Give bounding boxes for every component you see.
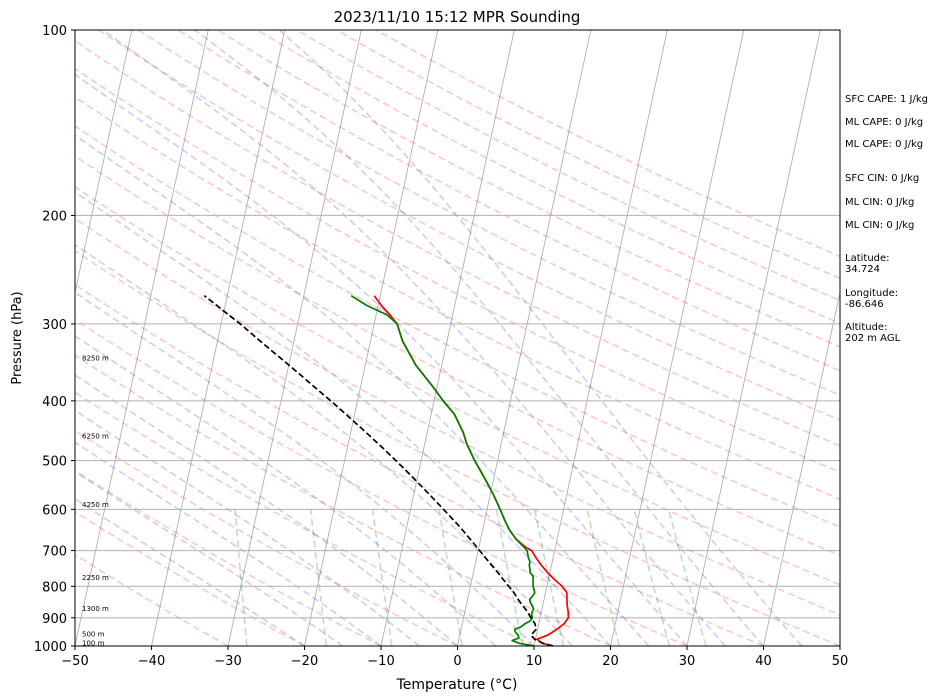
dry-adiabat: [75, 391, 535, 646]
moist-adiabat: [75, 191, 612, 646]
x-tick-label: 0: [453, 654, 461, 669]
dry-adiabat: [177, 30, 840, 372]
moist-adiabat: [75, 409, 420, 646]
moist-adiabat: [75, 134, 650, 646]
isotherm-line: [380, 30, 515, 646]
moist-adiabat: [75, 470, 344, 646]
height-label: 8250 m: [82, 354, 109, 362]
x-axis-label: Temperature (°C): [396, 677, 518, 693]
altitude-label: Altitude:: [845, 322, 888, 333]
x-tick-label: 10: [526, 654, 543, 669]
latitude-label: Latitude:: [845, 253, 890, 264]
x-tick-label: −20: [291, 654, 318, 669]
isotherm-line: [610, 30, 745, 646]
moist-adiabat: [278, 30, 803, 646]
height-label: 2250 m: [82, 574, 109, 582]
moist-adiabat: [194, 30, 765, 646]
y-tick-label: 900: [42, 612, 67, 627]
dry-adiabat: [75, 217, 840, 616]
y-tick-label: 600: [42, 503, 67, 518]
moist-adiabat: [75, 335, 497, 646]
y-axis-label: Pressure (hPa): [10, 291, 25, 384]
y-tick-label: 700: [42, 545, 67, 560]
isotherm-line: [457, 30, 592, 646]
x-tick-label: 20: [602, 654, 619, 669]
dry-adiabat: [75, 96, 840, 501]
background-lines: [75, 30, 840, 646]
longitude-label: Longitude:: [845, 288, 899, 299]
y-tick-label: 100: [42, 24, 67, 39]
height-label: 4250 m: [82, 501, 109, 509]
x-tick-label: −40: [138, 654, 165, 669]
moist-adiabat: [75, 498, 305, 646]
height-label: 6250 m: [82, 432, 109, 440]
isotherm-line: [151, 30, 286, 646]
y-tick-label: 200: [42, 209, 67, 224]
y-axis-ticks: 100 200 300 400 500 600 700 800 900 1000: [34, 24, 75, 655]
x-tick-label: −10: [367, 654, 394, 669]
dry-adiabat: [75, 429, 458, 646]
height-label: 100 m: [82, 639, 105, 647]
dry-adiabat: [296, 30, 840, 302]
isotherm-line: [227, 30, 362, 646]
dry-adiabat: [75, 510, 305, 646]
parcel-line: [203, 295, 554, 646]
dry-adiabat: [75, 185, 840, 586]
height-label: 500 m: [82, 631, 105, 639]
profile-lines: [203, 294, 570, 646]
dry-adiabat: [75, 250, 840, 646]
dry-adiabat: [137, 30, 840, 397]
moist-adiabat: [75, 441, 382, 646]
dry-adiabat: [75, 354, 611, 646]
isotherm-line: [304, 30, 439, 646]
y-tick-label: 500: [42, 455, 67, 470]
moist-adiabat: [102, 30, 726, 646]
dry-adiabat: [256, 30, 840, 325]
dry-adiabat: [75, 469, 382, 646]
mixing-ratio-line: [667, 509, 707, 646]
dry-adiabat: [75, 318, 688, 646]
isotherm-line: [533, 30, 668, 646]
y-tick-label: 300: [42, 318, 67, 333]
altitude-value: 202 m AGL: [845, 333, 901, 344]
isotherm-line: [75, 30, 209, 646]
isotherm-line: [763, 290, 840, 646]
ml-cin-text-1: ML CIN: 0 J/kg: [845, 197, 915, 208]
plot-background: [75, 30, 840, 646]
longitude-value: -86.646: [845, 299, 884, 310]
latitude-value: 34.724: [845, 264, 880, 275]
x-axis-ticks: −50 −40 −30 −20 −10 0 10 20 30 40 50: [61, 646, 848, 669]
x-tick-label: −30: [214, 654, 241, 669]
height-label: 1300 m: [82, 605, 109, 613]
dewpoint-line: [350, 294, 536, 646]
x-tick-label: 40: [755, 654, 772, 669]
sfc-cin-text: SFC CIN: 0 J/kg: [845, 173, 920, 184]
sfc-cape-text: SFC CAPE: 1 J/kg: [845, 94, 928, 105]
y-tick-label: 400: [42, 395, 67, 410]
ml-cape-text-1: ML CAPE: 0 J/kg: [845, 117, 924, 128]
isotherm-line: [75, 30, 133, 295]
x-tick-label: 50: [832, 654, 849, 669]
dry-adiabat: [75, 125, 840, 528]
y-tick-label: 1000: [34, 640, 67, 655]
dry-adiabat: [217, 30, 840, 348]
ml-cin-text-2: ML CIN: 0 J/kg: [845, 220, 915, 231]
x-tick-label: −50: [61, 654, 88, 669]
ml-cape-text-2: ML CAPE: 0 J/kg: [845, 139, 924, 150]
isotherm-line: [686, 30, 821, 646]
y-tick-label: 800: [42, 580, 67, 595]
moist-adiabat: [75, 73, 688, 646]
dry-adiabat: [75, 155, 840, 557]
pressure-gridlines: [75, 30, 840, 646]
chart-title: 2023/11/10 15:12 MPR Sounding: [334, 8, 581, 26]
x-tick-label: 30: [679, 654, 696, 669]
moist-adiabat: [75, 374, 459, 646]
